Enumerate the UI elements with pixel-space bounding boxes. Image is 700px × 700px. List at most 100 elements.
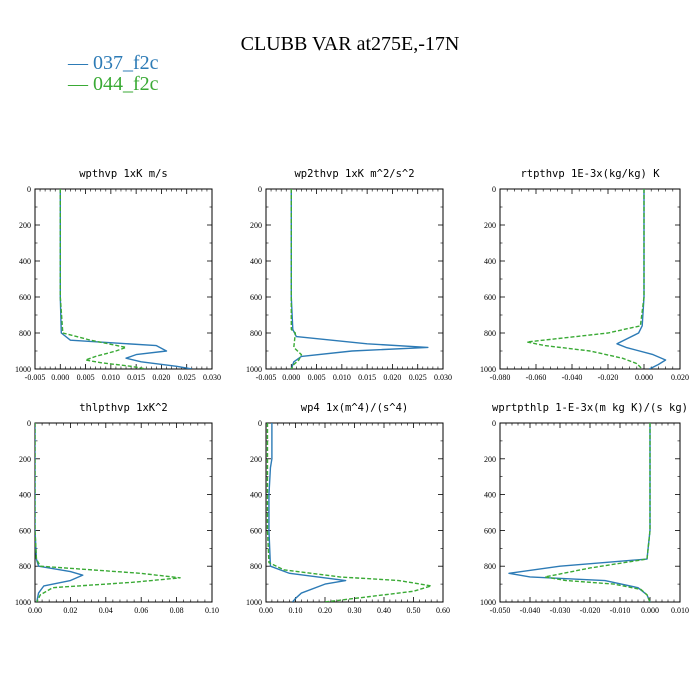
y-tick-label: 400 xyxy=(484,491,496,500)
y-tick-label: 800 xyxy=(484,329,496,338)
x-tick-label: 0.020 xyxy=(383,373,401,382)
y-tick-label: 200 xyxy=(19,455,31,464)
x-tick-label: -0.020 xyxy=(598,373,619,382)
x-tick-label: -0.040 xyxy=(520,606,541,615)
x-tick-label: 0.10 xyxy=(289,606,303,615)
series-line-037_f2c xyxy=(616,189,667,369)
panel-title: wpthvp 1xK m/s xyxy=(79,168,168,180)
panel-2: wp2thvp 1xK m^2/s^2 -0.005 0.000 0.005 0.010… xyxy=(246,168,452,382)
plot-frame xyxy=(499,188,681,370)
series-line-037_f2c xyxy=(59,189,192,369)
y-tick-label: 600 xyxy=(19,526,31,535)
x-tick-label: 0.025 xyxy=(409,373,427,382)
panel-4: thlpthvp 1xK^2 0.00 0.02 0.04 0.06 0.08 0.10 0 2… xyxy=(15,402,219,615)
legend-entry-037: — 037_f2c xyxy=(67,52,159,74)
x-tick-label: 0.000 xyxy=(635,373,653,382)
series-line-037_f2c xyxy=(290,189,429,369)
x-tick-label: 0.20 xyxy=(318,606,332,615)
x-tick-label: -0.005 xyxy=(25,373,46,382)
x-tick-label: 0.00 xyxy=(259,606,273,615)
y-tick-label: 400 xyxy=(250,491,262,500)
plot-frame xyxy=(499,422,681,603)
series-line-044_f2c xyxy=(266,423,432,602)
plot-frame xyxy=(34,422,213,603)
y-tick-label: 1000 xyxy=(246,365,262,374)
x-tick-label: 0.015 xyxy=(127,373,145,382)
y-tick-label: 600 xyxy=(484,293,496,302)
y-tick-label: 1000 xyxy=(15,365,31,374)
x-tick-label: -0.030 xyxy=(550,606,571,615)
y-tick-label: 400 xyxy=(250,257,262,266)
y-tick-label: 0 xyxy=(492,185,496,194)
x-tick-label: -0.050 xyxy=(490,606,511,615)
y-tick-label: 1000 xyxy=(15,598,31,607)
x-tick-label: 0.02 xyxy=(63,606,77,615)
series-line-037_f2c xyxy=(508,423,651,602)
panel-title: wp2thvp 1xK m^2/s^2 xyxy=(294,168,414,180)
y-tick-label: 800 xyxy=(484,562,496,571)
x-tick-label: 0.60 xyxy=(436,606,450,615)
x-tick-label: 0.030 xyxy=(203,373,221,382)
y-tick-label: 0 xyxy=(27,185,31,194)
x-tick-label: 0.025 xyxy=(178,373,196,382)
x-tick-label: 0.020 xyxy=(671,373,689,382)
x-tick-label: 0.010 xyxy=(333,373,351,382)
x-tick-label: 0.000 xyxy=(641,606,659,615)
series-line-044_f2c xyxy=(59,189,147,369)
y-tick-label: 400 xyxy=(484,257,496,266)
plot-frame xyxy=(265,422,444,603)
y-tick-label: 800 xyxy=(250,329,262,338)
panel-1: wpthvp 1xK m/s -0.005 0.000 0.005 0.010 0.015… xyxy=(15,168,221,382)
y-tick-label: 800 xyxy=(19,562,31,571)
panel-5: wp4 1x(m^4)/(s^4) 0.00 0.10 0.20 0.30 0.40 0.5… xyxy=(246,402,450,615)
y-tick-label: 200 xyxy=(484,221,496,230)
x-tick-label: 0.030 xyxy=(434,373,452,382)
x-tick-label: -0.060 xyxy=(526,373,547,382)
y-tick-label: 800 xyxy=(250,562,262,571)
x-tick-label: 0.015 xyxy=(358,373,376,382)
x-tick-label: -0.020 xyxy=(580,606,601,615)
series-line-044_f2c xyxy=(35,423,181,602)
y-tick-label: 1000 xyxy=(480,598,496,607)
y-tick-label: 600 xyxy=(484,526,496,535)
y-tick-label: 0 xyxy=(27,419,31,428)
x-tick-label: -0.010 xyxy=(610,606,631,615)
x-tick-label: 0.005 xyxy=(308,373,326,382)
figure-title: CLUBB VAR at275E,-17N xyxy=(241,33,460,55)
panel-title: wp4 1x(m^4)/(s^4) xyxy=(301,402,408,414)
y-tick-label: 0 xyxy=(258,185,262,194)
series-line-044_f2c xyxy=(290,189,303,369)
x-tick-label: 0.10 xyxy=(205,606,219,615)
x-tick-label: 0.010 xyxy=(102,373,120,382)
x-tick-label: -0.005 xyxy=(256,373,277,382)
panel-6: wprtpthlp 1-E-3x(m kg K)/(s kg) -0.050 -0.… xyxy=(480,402,689,615)
x-tick-label: 0.000 xyxy=(282,373,300,382)
x-tick-label: 0.30 xyxy=(348,606,362,615)
x-tick-label: 0.000 xyxy=(51,373,69,382)
x-tick-label: 0.020 xyxy=(152,373,170,382)
x-tick-label: 0.00 xyxy=(28,606,42,615)
x-tick-label: 0.40 xyxy=(377,606,391,615)
legend-entry-044: — 044_f2c xyxy=(67,73,159,95)
x-tick-label: 0.005 xyxy=(77,373,95,382)
x-tick-label: 0.06 xyxy=(134,606,148,615)
series-line-044_f2c xyxy=(526,189,645,369)
y-tick-label: 600 xyxy=(250,293,262,302)
x-tick-label: 0.010 xyxy=(671,606,689,615)
series-line-037_f2c xyxy=(268,423,347,602)
y-tick-label: 800 xyxy=(19,329,31,338)
y-tick-label: 200 xyxy=(250,221,262,230)
x-tick-label: -0.080 xyxy=(490,373,511,382)
y-tick-label: 1000 xyxy=(246,598,262,607)
y-tick-label: 400 xyxy=(19,491,31,500)
y-tick-label: 200 xyxy=(484,455,496,464)
y-tick-label: 400 xyxy=(19,257,31,266)
series-line-037_f2c xyxy=(35,423,84,602)
panel-title: wprtpthlp 1-E-3x(m kg K)/(s kg) xyxy=(492,402,688,414)
y-tick-label: 600 xyxy=(250,526,262,535)
x-tick-label: 0.08 xyxy=(170,606,184,615)
y-tick-label: 0 xyxy=(492,419,496,428)
y-tick-label: 0 xyxy=(258,419,262,428)
plot-frame xyxy=(34,188,213,370)
